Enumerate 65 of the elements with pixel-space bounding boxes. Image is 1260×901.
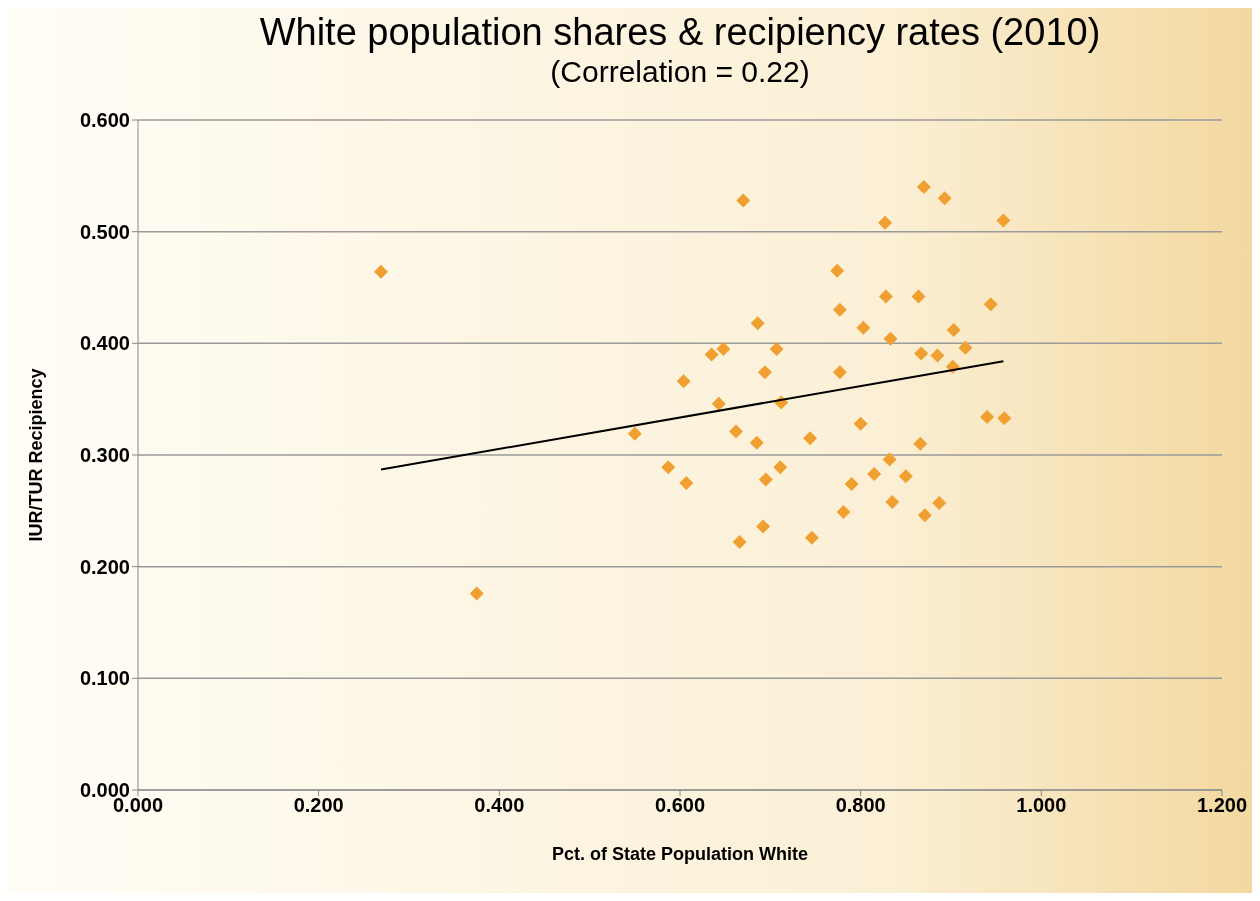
point (769, 341, 784, 356)
point (711, 396, 726, 411)
point (917, 508, 932, 523)
point (914, 346, 929, 361)
point (729, 424, 744, 439)
point (983, 297, 998, 312)
point (898, 469, 913, 484)
point (758, 472, 773, 487)
point (958, 340, 973, 355)
x-tick-label: 1.000 (1016, 794, 1067, 817)
point (882, 452, 897, 467)
point (916, 180, 931, 194)
point (832, 302, 847, 317)
point (756, 519, 771, 534)
y-tick-label: 0.200 (79, 555, 130, 578)
point (676, 374, 691, 389)
point (803, 431, 818, 446)
point (836, 504, 851, 519)
point (736, 193, 751, 208)
y-tick-label: 0.400 (79, 332, 130, 355)
point (878, 289, 893, 304)
point (757, 365, 772, 380)
chart-subtitle: (Correlation = 0.22) (549, 54, 811, 90)
point (749, 435, 764, 450)
point (804, 530, 819, 545)
point (853, 416, 868, 431)
point (716, 341, 731, 356)
point (679, 475, 694, 490)
y-tick-label: 0.300 (79, 444, 130, 467)
x-tick-label: 0.400 (474, 794, 525, 817)
point (773, 460, 788, 475)
x-axis-title: Pct. of State Population White (552, 844, 808, 864)
point (374, 264, 388, 279)
y-tick-label: 0.100 (79, 667, 130, 690)
point (878, 215, 893, 230)
chart-title: White population shares & recipiency rates (2010) (258, 10, 1102, 54)
x-tick-label: 0.600 (654, 794, 706, 817)
point (930, 348, 945, 363)
point (704, 347, 719, 362)
point (996, 213, 1011, 228)
y-axis-title: IUR/TUR Recipiency (26, 368, 47, 542)
point (469, 586, 484, 601)
x-tick-label: 0.200 (293, 794, 344, 817)
point (937, 191, 952, 206)
point (997, 411, 1012, 426)
point (830, 263, 845, 278)
point (883, 331, 898, 346)
point (932, 496, 947, 511)
point (885, 494, 900, 509)
x-tick-label: 1.200 (1196, 794, 1248, 817)
point (627, 426, 642, 441)
point (832, 365, 847, 380)
point (867, 466, 882, 481)
point (661, 460, 676, 475)
point (913, 436, 928, 451)
point (980, 410, 995, 425)
point (856, 320, 871, 335)
point (844, 477, 859, 492)
point (732, 535, 747, 550)
point (911, 289, 926, 304)
y-tick-label: 0.600 (79, 109, 130, 132)
y-tick-label: 0.500 (79, 220, 130, 243)
x-tick-label: 0.800 (835, 794, 886, 817)
point (946, 322, 961, 337)
point (750, 316, 765, 331)
